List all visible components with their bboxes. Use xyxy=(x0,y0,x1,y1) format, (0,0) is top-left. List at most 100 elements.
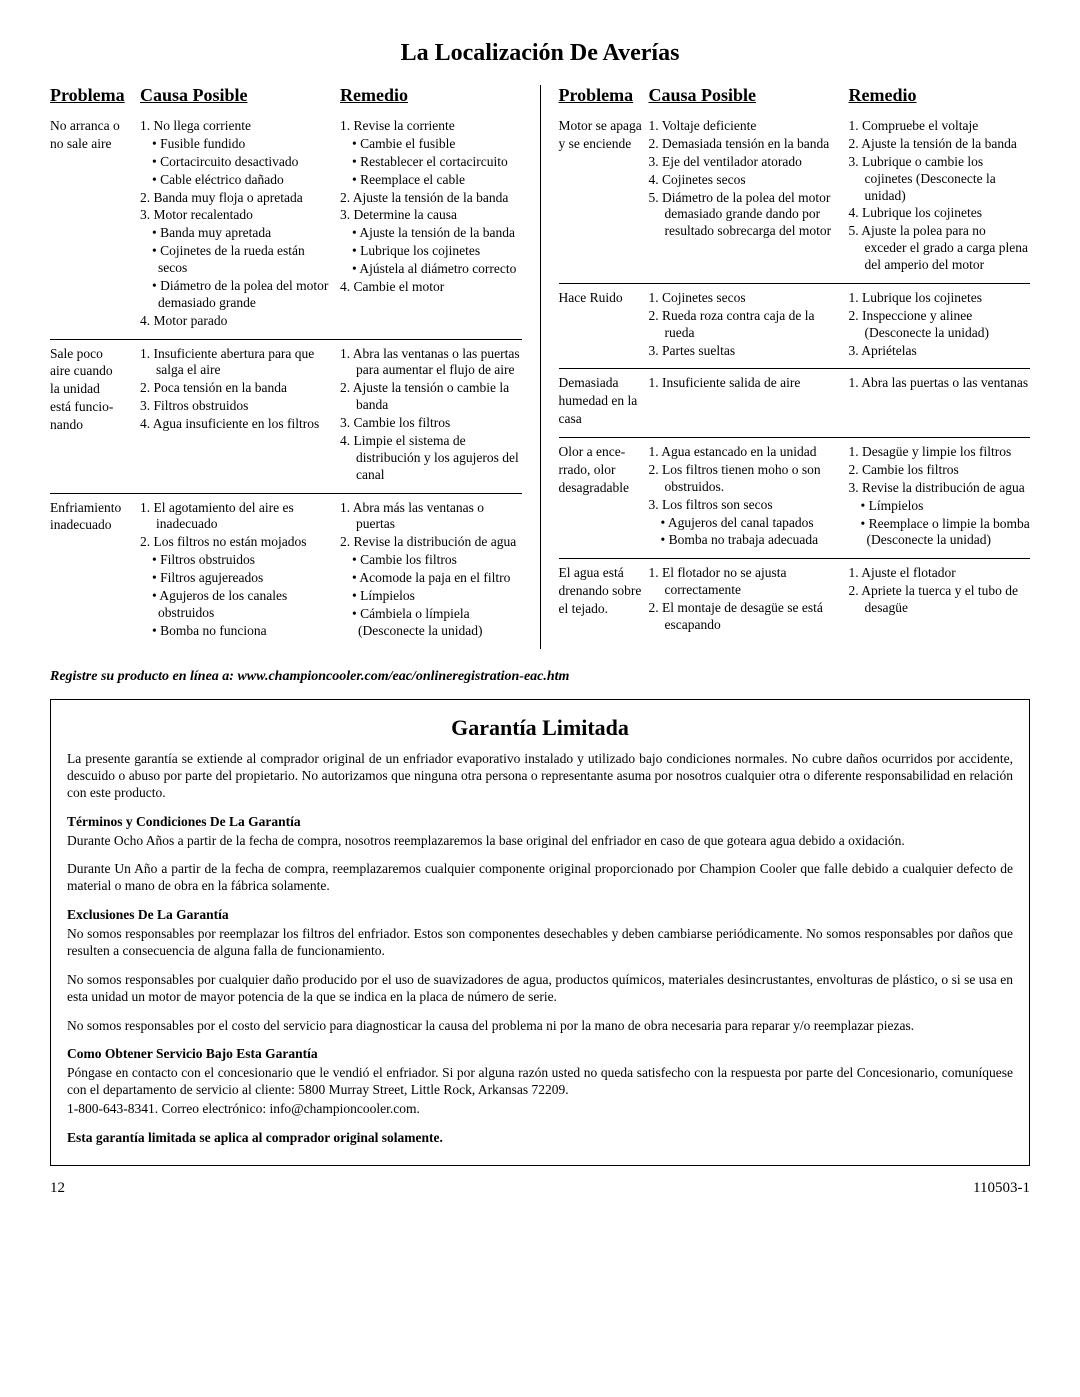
list-item: 1. Abra más las ventanas o puertas xyxy=(340,500,522,534)
cause-cell: 1. Insuficiente salida de aire xyxy=(649,375,849,429)
list-item: • Bomba no trabaja adecuada xyxy=(655,532,839,549)
list-item: • Diámetro de la polea del motor demasia… xyxy=(146,278,330,312)
list-item: 1. Abra las ventanas o las puertas para … xyxy=(340,346,522,380)
list-item: • Restablecer el cortacircuito xyxy=(346,154,522,171)
list-item: 1. Insuficiente salida de aire xyxy=(649,375,839,392)
list-item: 1. Lubrique los cojinetes xyxy=(849,290,1031,307)
list-item: 2. Ajuste la tensión o cambie la banda xyxy=(340,380,522,414)
header-cause: Causa Posible xyxy=(649,85,849,106)
trouble-section: Hace Ruido 1. Cojinetes secos2. Rueda ro… xyxy=(559,284,1031,370)
list-item: 3. Determine la causa xyxy=(340,207,522,224)
list-item: 2. Demasiada tensión en la banda xyxy=(649,136,839,153)
list-item: • Cable eléctrico dañado xyxy=(146,172,330,189)
cause-cell: 1. Cojinetes secos2. Rueda roza contra c… xyxy=(649,290,849,361)
remedy-cell: 1. Lubrique los cojinetes2. Inspeccione … xyxy=(849,290,1031,361)
list-item: 3. Filtros obstruidos xyxy=(140,398,330,415)
header-cause: Causa Posible xyxy=(140,85,340,106)
list-item: • Cambie los filtros xyxy=(346,552,522,569)
list-item: • Acomode la paja en el filtro xyxy=(346,570,522,587)
problem-cell: Olor a ence-rrado, olordesagradable xyxy=(559,444,649,550)
trouble-section: Motor se apagay se enciende 1. Voltaje d… xyxy=(559,112,1031,284)
list-item: 4. Agua insuficiente en los filtros xyxy=(140,416,330,433)
list-item: • Ajuste la tensión de la banda xyxy=(346,225,522,242)
list-item: 1. Abra las puertas o las ventanas xyxy=(849,375,1031,392)
problem-line: la unidad xyxy=(50,381,134,398)
list-item: • Agujeros de los canales obstruidos xyxy=(146,588,330,622)
list-item: 2. Poca tensión en la banda xyxy=(140,380,330,397)
list-item: • Banda muy apretada xyxy=(146,225,330,242)
problem-cell: Sale pocoaire cuandola unidadestá funcio… xyxy=(50,346,140,485)
warranty-title: Garantía Limitada xyxy=(67,714,1013,742)
problem-line: drenando sobre xyxy=(559,583,643,600)
problem-line: inadecuado xyxy=(50,517,134,534)
cause-cell: 1. Voltaje deficiente2. Demasiada tensió… xyxy=(649,118,849,275)
problem-line: desagradable xyxy=(559,480,643,497)
trouble-section: Demasiadahumedad en lacasa 1. Insuficien… xyxy=(559,369,1031,438)
page-footer: 12 110503-1 xyxy=(50,1180,1030,1197)
problem-line: Olor a ence- xyxy=(559,444,643,461)
problem-cell: El agua estádrenando sobreel tejado. xyxy=(559,565,649,635)
problem-line: Enfriamiento xyxy=(50,500,134,517)
remedy-cell: 1. Ajuste el flotador2. Apriete la tuerc… xyxy=(849,565,1031,635)
page-number: 12 xyxy=(50,1180,65,1197)
list-item: 1. Desagüe y limpie los filtros xyxy=(849,444,1031,461)
register-line: Registre su producto en línea a: www.cha… xyxy=(50,669,1030,685)
list-item: 4. Limpie el sistema de distribución y l… xyxy=(340,433,522,484)
problem-cell: Hace Ruido xyxy=(559,290,649,361)
warranty-heading: Términos y Condiciones De La Garantía xyxy=(67,814,1013,831)
problem-line: y se enciende xyxy=(559,136,643,153)
problem-cell: Enfriamientoinadecuado xyxy=(50,500,140,641)
list-item: 3. Lubrique o cambie los cojinetes (Desc… xyxy=(849,154,1031,205)
problem-line: rrado, olor xyxy=(559,462,643,479)
problem-line: nando xyxy=(50,417,134,434)
list-item: 3. Cambie los filtros xyxy=(340,415,522,432)
warranty-paragraph: La presente garantía se extiende al comp… xyxy=(67,751,1013,802)
list-item: • Reemplace el cable xyxy=(346,172,522,189)
problem-cell: Demasiadahumedad en lacasa xyxy=(559,375,649,429)
remedy-cell: 1. Abra las ventanas o las puertas para … xyxy=(340,346,522,485)
header-problem: Problema xyxy=(50,85,140,106)
list-item: 1. Ajuste el flotador xyxy=(849,565,1031,582)
list-item: 3. Partes sueltas xyxy=(649,343,839,360)
list-item: • Reemplace o limpie la bomba (Desconect… xyxy=(855,516,1031,550)
troubleshoot-columns: Problema Causa Posible Remedio No arranc… xyxy=(50,85,1030,649)
list-item: 1. El flotador no se ajusta correctament… xyxy=(649,565,839,599)
list-item: 3. Eje del ventilador atorado xyxy=(649,154,839,171)
list-item: 4. Lubrique los cojinetes xyxy=(849,205,1031,222)
doc-number: 110503-1 xyxy=(973,1180,1030,1197)
list-item: • Fusible fundido xyxy=(146,136,330,153)
list-item: 1. Compruebe el voltaje xyxy=(849,118,1031,135)
remedy-cell: 1. Abra más las ventanas o puertas2. Rev… xyxy=(340,500,522,641)
cause-cell: 1. Insuficiente abertura para que salga … xyxy=(140,346,340,485)
cause-cell: 1. El flotador no se ajusta correctament… xyxy=(649,565,849,635)
list-item: 5. Ajuste la polea para no exceder el gr… xyxy=(849,223,1031,274)
trouble-section: Olor a ence-rrado, olordesagradable 1. A… xyxy=(559,438,1031,559)
list-item: • Límpielos xyxy=(855,498,1031,515)
list-item: 2. Apriete la tuerca y el tubo de desagü… xyxy=(849,583,1031,617)
warranty-paragraph: 1-800-643-8341. Correo electrónico: info… xyxy=(67,1101,1013,1118)
list-item: 3. Revise la distribución de agua xyxy=(849,480,1031,497)
list-item: 2. Cambie los filtros xyxy=(849,462,1031,479)
list-item: 1. Voltaje deficiente xyxy=(649,118,839,135)
remedy-cell: 1. Revise la corriente• Cambie el fusibl… xyxy=(340,118,522,331)
problem-line: Demasiada xyxy=(559,375,643,392)
cause-cell: 1. No llega corriente• Fusible fundido • … xyxy=(140,118,340,331)
trouble-section: El agua estádrenando sobreel tejado. 1. … xyxy=(559,559,1031,643)
page-title: La Localización De Averías xyxy=(50,40,1030,67)
warranty-paragraph: Durante Ocho Años a partir de la fecha d… xyxy=(67,833,1013,850)
warranty-box: Garantía Limitada La presente garantía s… xyxy=(50,699,1030,1166)
left-column: Problema Causa Posible Remedio No arranc… xyxy=(50,85,541,649)
list-item: 2. Inspeccione y alinee (Desconecte la u… xyxy=(849,308,1031,342)
header-remedy: Remedio xyxy=(849,85,1031,106)
warranty-paragraph: Durante Un Año a partir de la fecha de c… xyxy=(67,861,1013,895)
problem-line: está funcio- xyxy=(50,399,134,416)
list-item: • Filtros agujereados xyxy=(146,570,330,587)
list-item: 1. No llega corriente xyxy=(140,118,330,135)
header-remedy: Remedio xyxy=(340,85,522,106)
list-item: 1. Revise la corriente xyxy=(340,118,522,135)
list-item: 4. Motor parado xyxy=(140,313,330,330)
list-item: 3. Apriételas xyxy=(849,343,1031,360)
list-item: 1. El agotamiento del aire es inadecuado xyxy=(140,500,330,534)
list-item: 1. Agua estancado en la unidad xyxy=(649,444,839,461)
list-item: 5. Diámetro de la polea del motor demasi… xyxy=(649,190,839,241)
